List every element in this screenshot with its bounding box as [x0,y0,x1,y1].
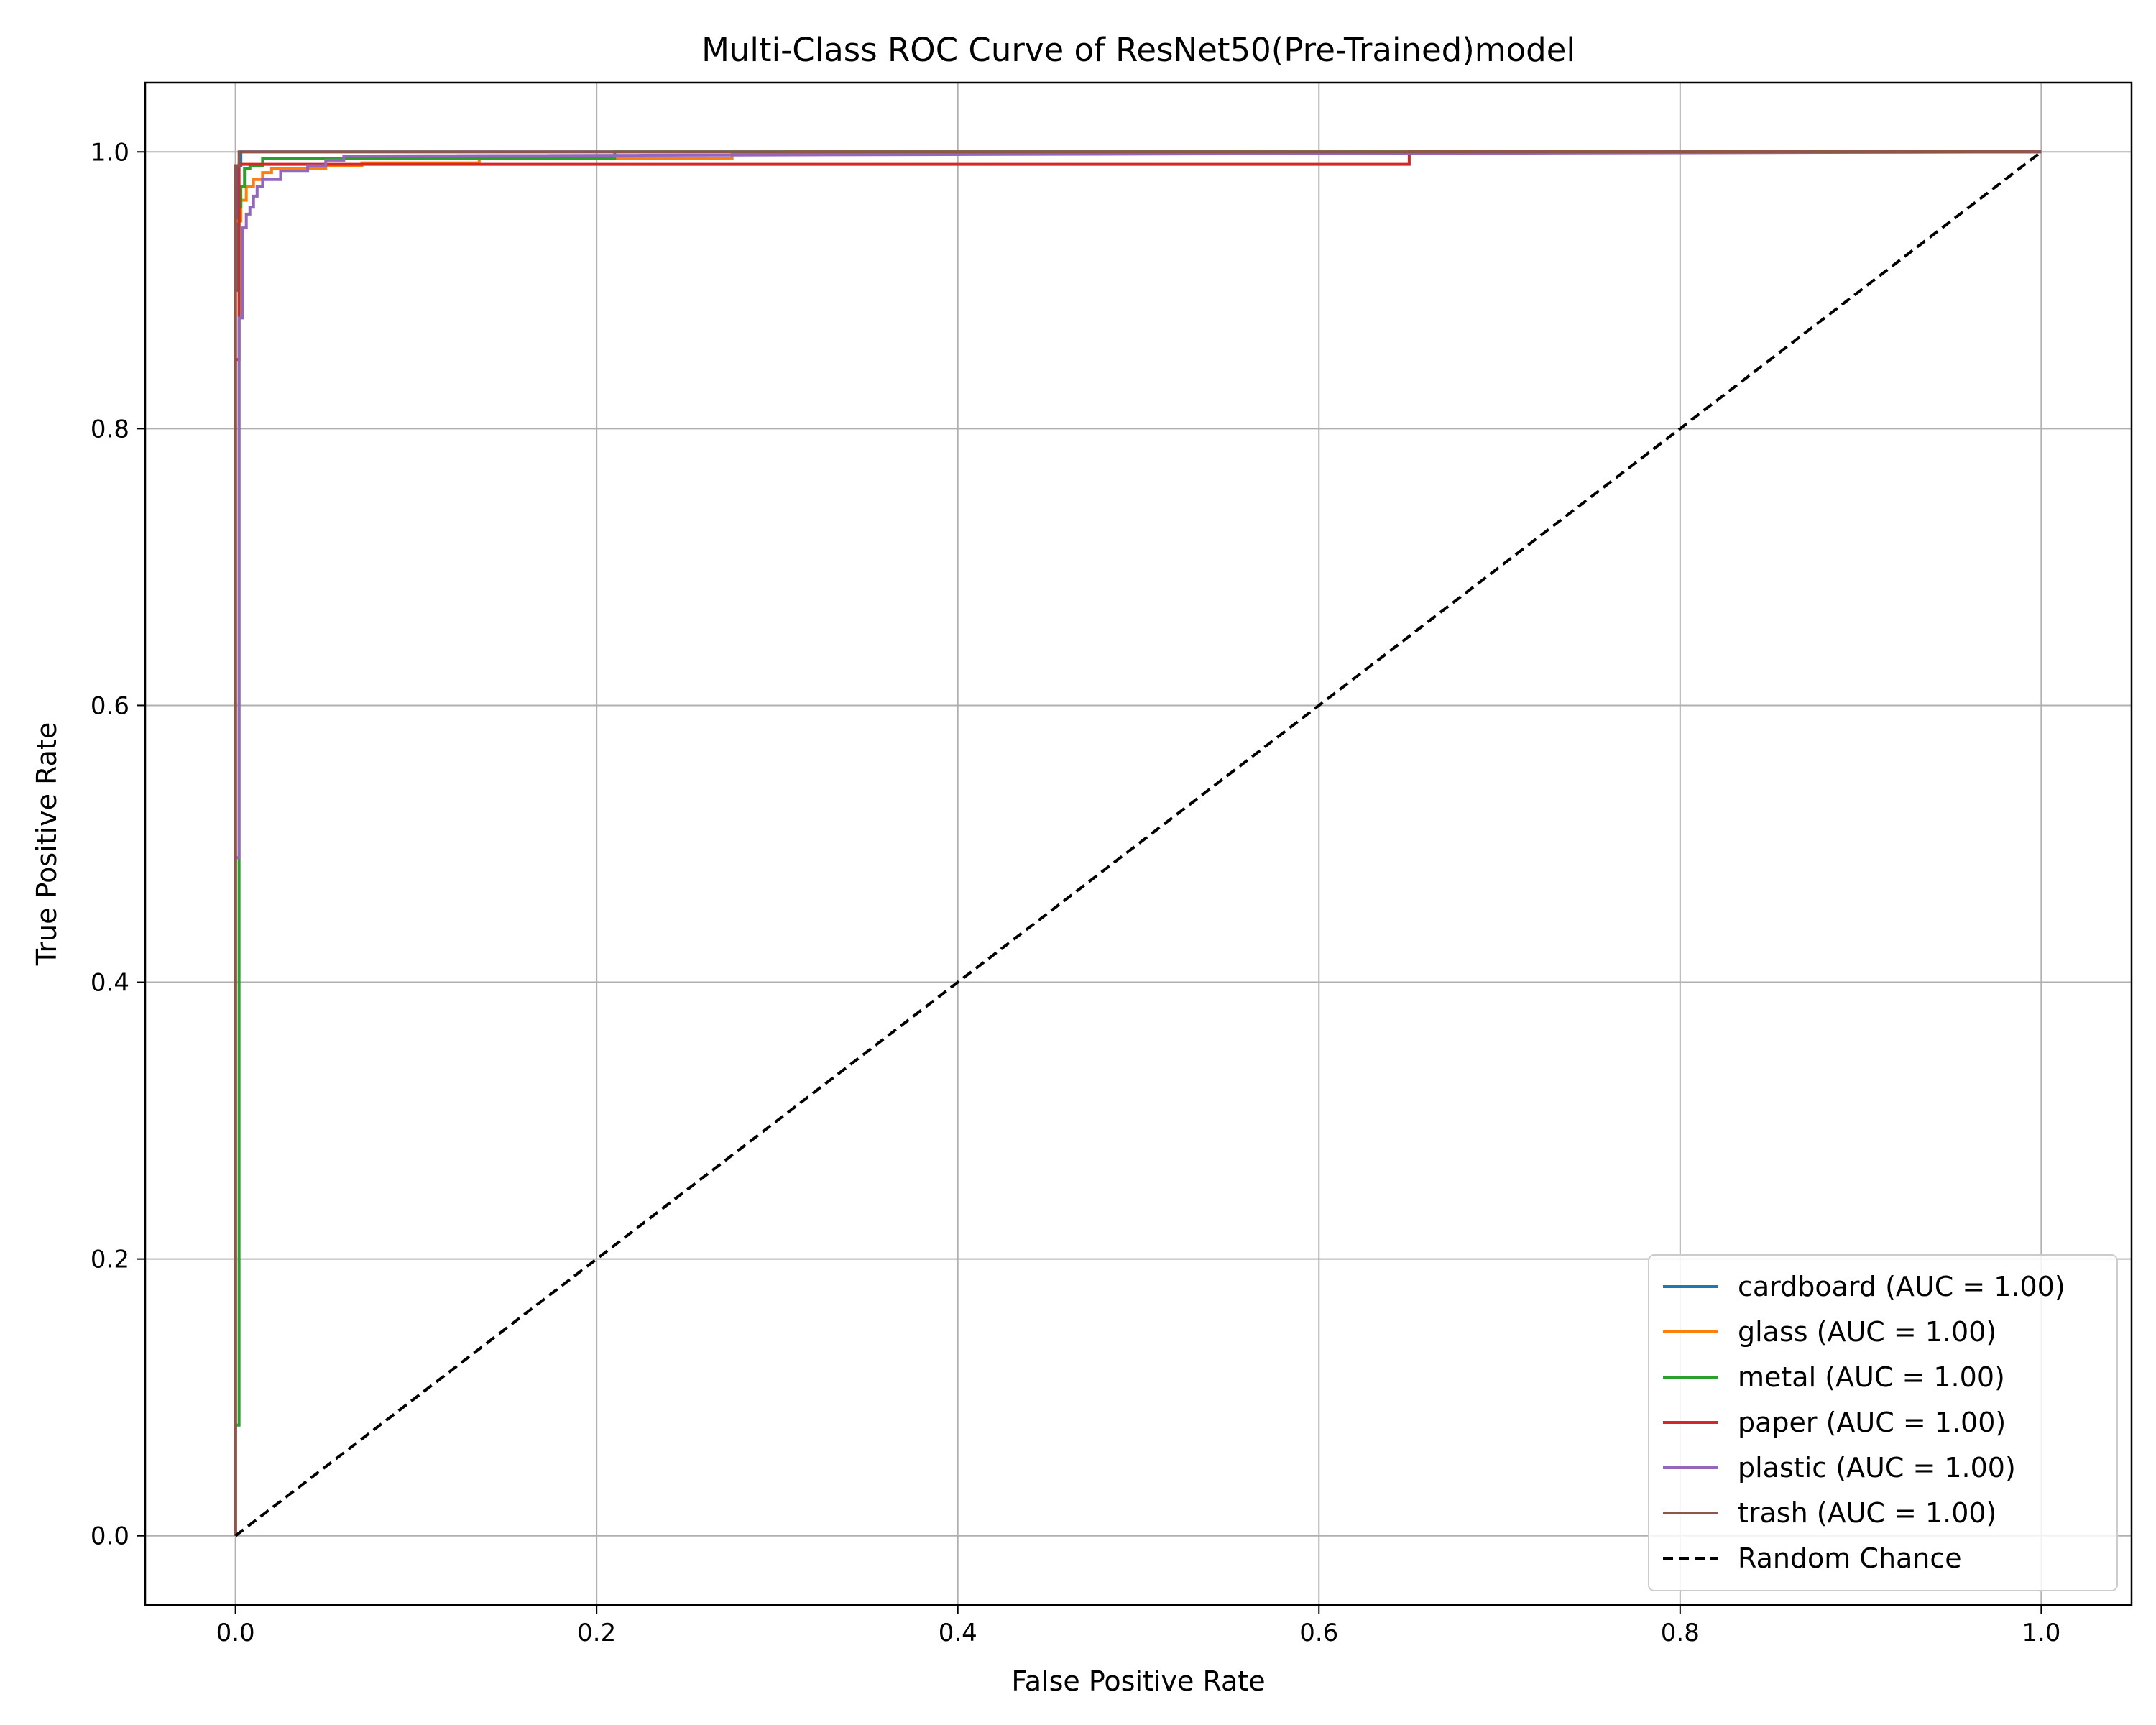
legend: cardboard (AUC = 1.00) glass (AUC = 1.00)… [1648,1254,2118,1591]
x-axis-label: False Positive Rate [1011,1665,1265,1697]
x-tick-label-0: 0.0 [216,1619,255,1647]
series-line-metal [234,150,2042,1536]
legend-label-cardboard: cardboard (AUC = 1.00) [1738,1271,2065,1302]
legend-box [1648,1254,2118,1591]
y-tick-label-3: 0.6 [91,691,129,720]
series-line-trash [234,150,2042,1536]
y-tick-label-1: 0.2 [91,1246,129,1274]
tick-layer: 0.0 0.2 0.4 0.6 0.8 1.0 0.0 0.2 0.4 0.6 0.8 1.0 [91,138,2060,1647]
x-tick-label-5: 1.0 [2022,1619,2060,1647]
plot-frame [144,81,2133,1606]
legend-label-glass: glass (AUC = 1.00) [1738,1316,1996,1348]
y-tick-label-2: 0.4 [91,969,129,998]
x-tick-label-1: 0.2 [577,1619,616,1647]
chart-title: Multi-Class ROC Curve of ResNet50(Pre-Tr… [701,31,1575,69]
x-tick-label-3: 0.6 [1299,1619,1338,1647]
grid-layer [145,83,2132,1605]
y-tick-label-0: 0.0 [91,1522,129,1551]
series-line-plastic [234,150,2042,1536]
y-tick-label-4: 0.8 [91,415,129,443]
x-tick-label-2: 0.4 [939,1619,977,1647]
legend-label-metal: metal (AUC = 1.00) [1738,1361,2005,1393]
series-layer [234,150,2042,1537]
legend-label-trash: trash (AUC = 1.00) [1738,1497,1996,1529]
y-tick-label-5: 1.0 [91,138,129,167]
legend-label-paper: paper (AUC = 1.00) [1738,1407,2006,1438]
series-line-glass [234,150,2042,1536]
legend-label-random-chance: Random Chance [1738,1542,1962,1574]
legend-label-plastic: plastic (AUC = 1.00) [1738,1452,2016,1484]
x-tick-label-4: 0.8 [1661,1619,1700,1647]
y-axis-label: True Positive Rate [31,722,63,967]
